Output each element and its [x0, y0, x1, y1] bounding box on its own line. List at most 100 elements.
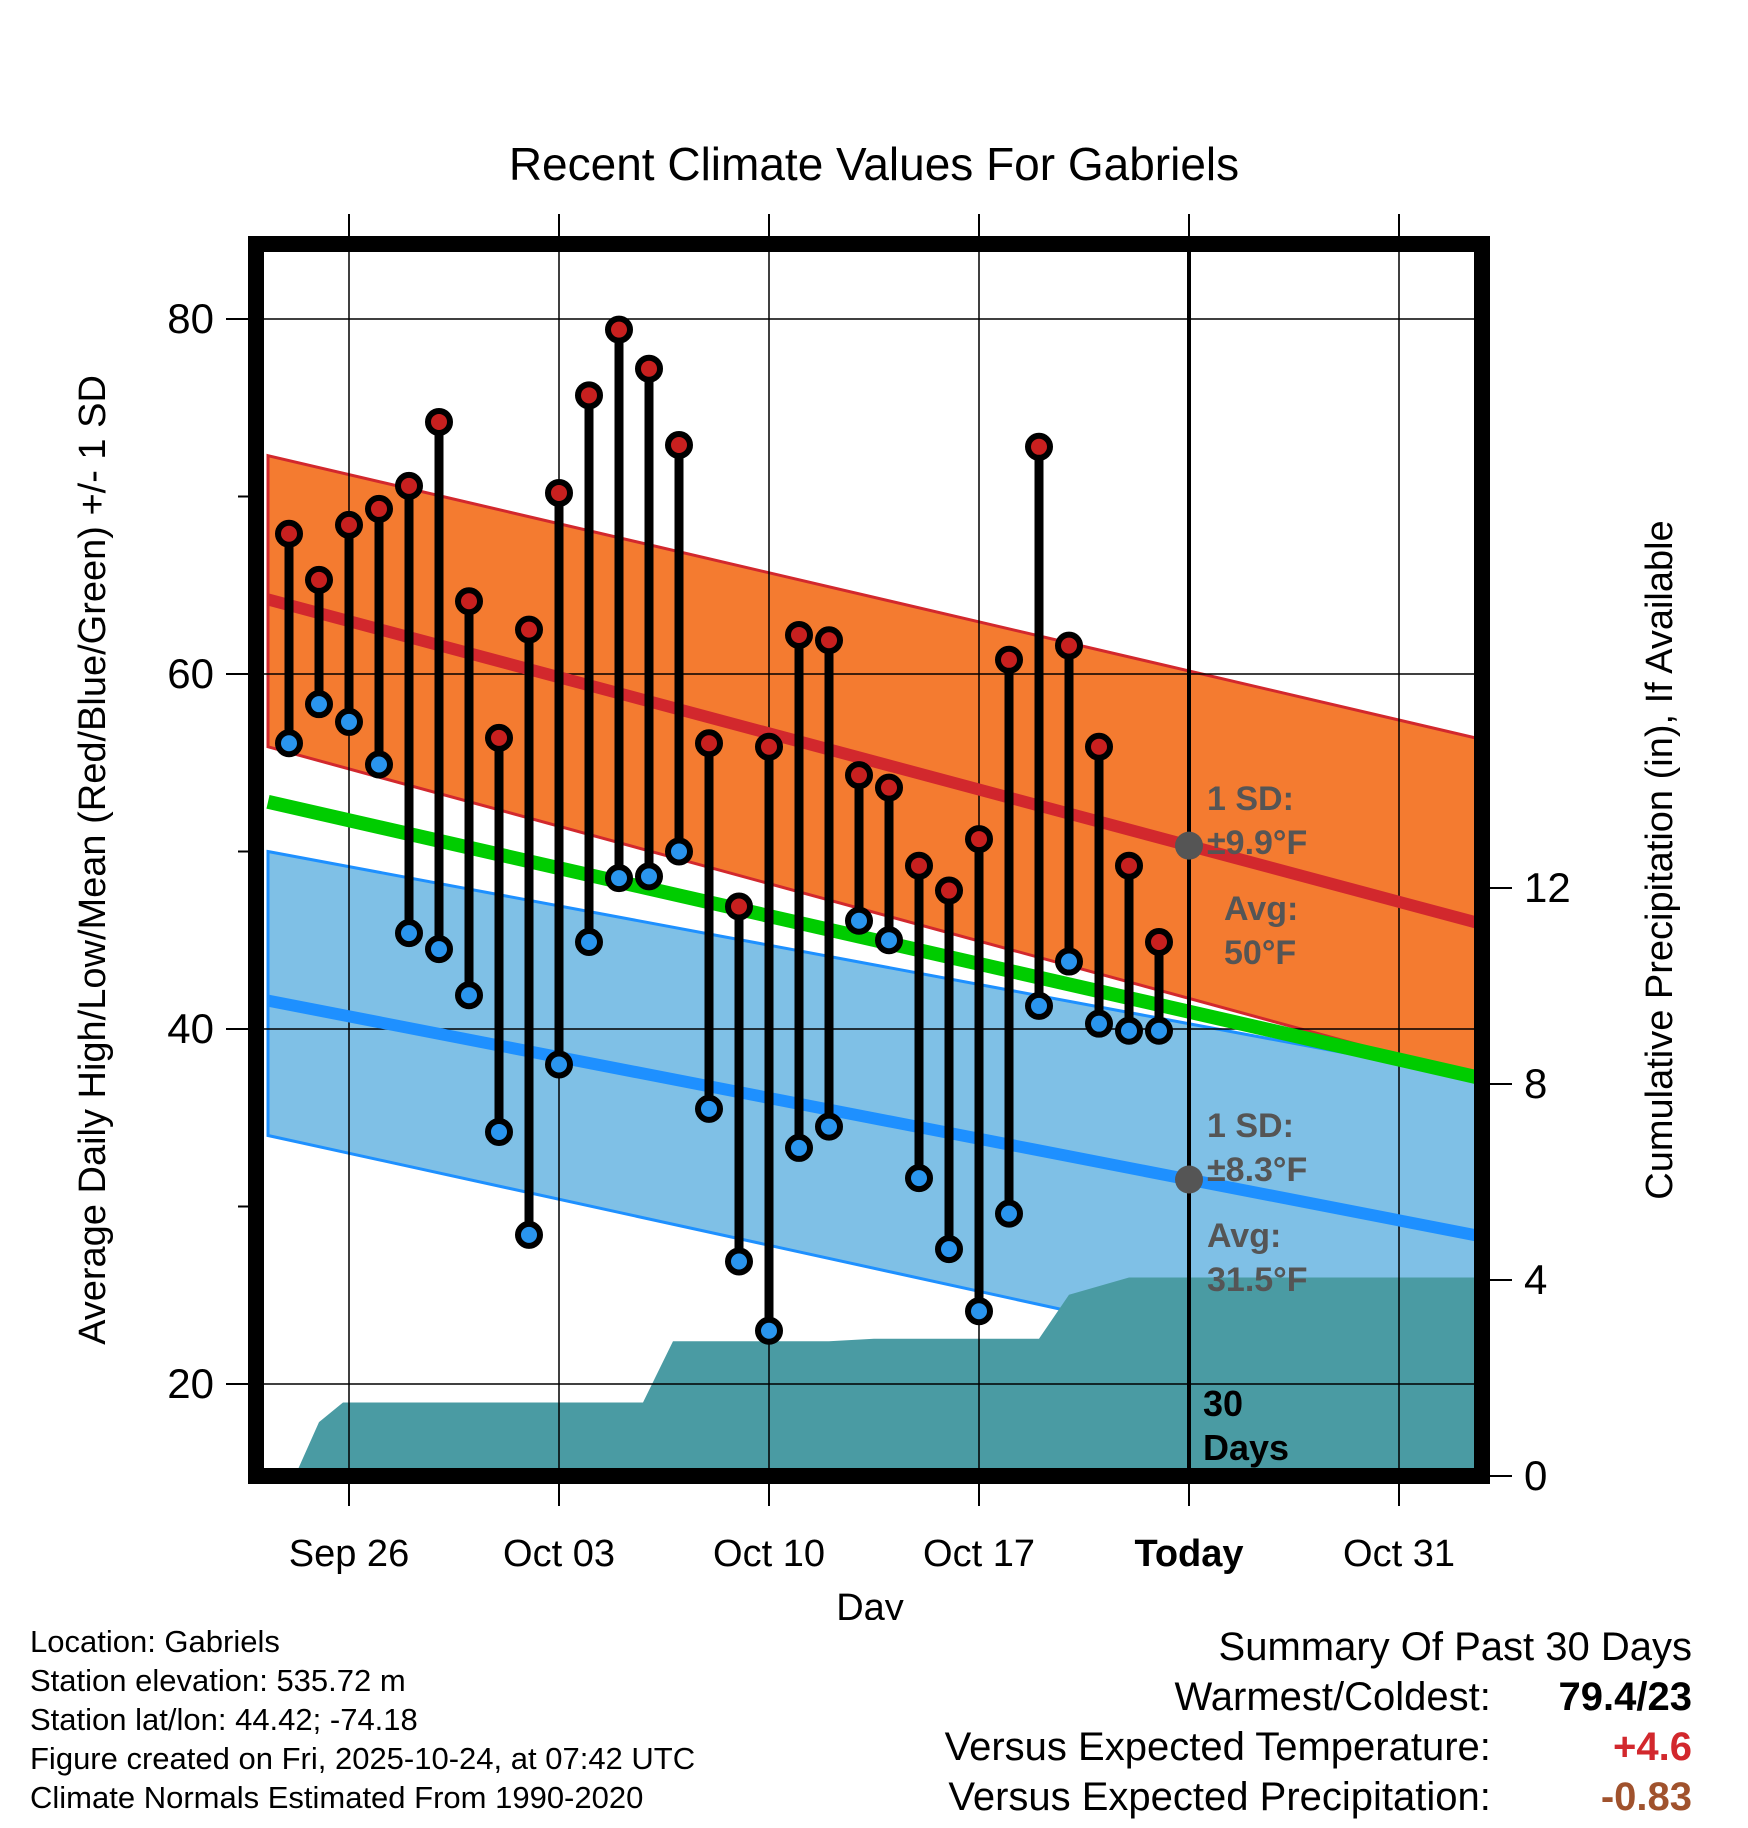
- high-sd-value: ±9.9°F: [1207, 824, 1307, 862]
- low-avg-value: 31.5°F: [1207, 1261, 1308, 1299]
- low-sd-value: ±8.3°F: [1207, 1151, 1307, 1189]
- daily-low-point: [635, 862, 663, 891]
- x-tick-label: Oct 10: [713, 1533, 825, 1575]
- daily-low-point: [1025, 991, 1053, 1020]
- daily-low-point: [395, 919, 423, 948]
- daily-high-point: [515, 615, 543, 644]
- station-info: Location: Gabriels Station elevation: 53…: [30, 1622, 695, 1817]
- daily-high-point: [1115, 851, 1143, 880]
- daily-low-point: [755, 1316, 783, 1345]
- x-tick-label: Today: [1134, 1533, 1243, 1575]
- x-tick-label: Oct 31: [1343, 1533, 1455, 1575]
- warmest-row: Warmest/Coldest: 79.4/23: [945, 1672, 1693, 1722]
- daily-high-point: [875, 773, 903, 802]
- daily-low-point: [1085, 1009, 1113, 1038]
- daily-low-point: [305, 690, 333, 719]
- plot-area: 1 SD: ±9.9°F Avg: 50°F 1 SD: ±8.3°F Avg: 31.5°F…: [256, 244, 1482, 1476]
- daily-low-point: [875, 926, 903, 955]
- daily-low-point: [515, 1220, 543, 1249]
- summary-panel: Summary Of Past 30 Days Warmest/Coldest:…: [945, 1622, 1692, 1822]
- temp-row: Versus Expected Temperature: +4.6: [945, 1722, 1692, 1772]
- daily-high-point: [395, 471, 423, 500]
- today-window-label: Days: [1203, 1427, 1289, 1468]
- y-tick-label: 40: [167, 1005, 214, 1052]
- daily-low-point: [965, 1297, 993, 1326]
- daily-high-point: [695, 729, 723, 758]
- daily-high-point: [755, 732, 783, 761]
- daily-high-point: [545, 478, 573, 507]
- daily-high-point: [335, 510, 363, 539]
- latlon-text: Station lat/lon: 44.42; -74.18: [30, 1702, 418, 1737]
- daily-high-point: [605, 315, 633, 344]
- daily-low-point: [785, 1133, 813, 1162]
- daily-high-point: [425, 407, 453, 436]
- daily-low-point: [845, 906, 873, 935]
- y2-tick-label: 12: [1524, 864, 1571, 911]
- normals-text: Climate Normals Estimated From 1990-2020: [30, 1780, 644, 1815]
- temp-label: Versus Expected Temperature:: [944, 1725, 1491, 1769]
- daily-low-point: [455, 981, 483, 1010]
- high-sd-label: 1 SD:: [1207, 780, 1294, 818]
- daily-high-point: [845, 761, 873, 790]
- high-avg-marker: [1175, 831, 1203, 860]
- y-axis-label: Average Daily High/Low/Mean (Red/Blue/Gr…: [72, 375, 114, 1345]
- daily-high-point: [575, 381, 603, 410]
- daily-low-point: [695, 1094, 723, 1123]
- daily-low-point: [1115, 1016, 1143, 1045]
- daily-low-point: [935, 1235, 963, 1264]
- daily-low-point: [815, 1112, 843, 1141]
- daily-low-point: [425, 935, 453, 964]
- daily-low-point: [485, 1117, 513, 1146]
- daily-low-point: [665, 837, 693, 866]
- plot-frame: [248, 236, 1490, 1484]
- precip-value: -0.83: [1600, 1775, 1692, 1819]
- temp-value: +4.6: [1613, 1725, 1692, 1769]
- low-avg-marker: [1175, 1165, 1203, 1194]
- daily-low-point: [725, 1247, 753, 1276]
- daily-low-point: [335, 707, 363, 736]
- x-tick-label: Sep 26: [289, 1533, 409, 1575]
- daily-high-point: [365, 494, 393, 523]
- daily-low-point: [365, 750, 393, 779]
- daily-low-point: [905, 1164, 933, 1193]
- y-tick-label: 20: [167, 1360, 214, 1407]
- daily-high-point: [1145, 928, 1173, 957]
- daily-high-point: [1085, 732, 1113, 761]
- daily-high-point: [995, 645, 1023, 674]
- daily-high-point: [725, 892, 753, 921]
- daily-low-point: [1055, 947, 1083, 976]
- daily-high-point: [485, 723, 513, 752]
- low-normal-line: [266, 994, 1482, 1243]
- daily-high-point: [815, 626, 843, 655]
- created-text: Figure created on Fri, 2025-10-24, at 07…: [30, 1741, 696, 1776]
- x-axis-label: Day: [836, 1587, 904, 1620]
- daily-low-point: [995, 1199, 1023, 1228]
- low-avg-label: Avg:: [1207, 1217, 1281, 1255]
- daily-high-point: [1055, 631, 1083, 660]
- daily-high-point: [965, 825, 993, 854]
- today-window-label: 30: [1203, 1383, 1243, 1424]
- precip-label: Versus Expected Precipitation:: [948, 1775, 1491, 1819]
- elevation-text: Station elevation: 535.72 m: [30, 1663, 406, 1698]
- daily-high-point: [635, 354, 663, 383]
- daily-low-point: [575, 928, 603, 957]
- daily-high-point: [305, 565, 333, 594]
- y-tick-label: 80: [167, 295, 214, 342]
- daily-low-point: [1145, 1016, 1173, 1045]
- warmest-value: 79.4/23: [1558, 1675, 1692, 1719]
- y-tick-label: 60: [167, 650, 214, 697]
- daily-high-point: [1025, 432, 1053, 461]
- daily-high-point: [275, 519, 303, 548]
- y2-tick-label: 0: [1524, 1452, 1547, 1499]
- daily-high-point: [665, 431, 693, 460]
- high-avg-value: 50°F: [1224, 934, 1296, 972]
- low-sd-band: [266, 849, 1482, 1404]
- daily-high-point: [785, 620, 813, 649]
- y2-axis-label: Cumulative Precipitation (in), If Availa…: [1639, 520, 1681, 1199]
- x-tick-label: Oct 17: [923, 1533, 1035, 1575]
- low-sd-label: 1 SD:: [1207, 1107, 1294, 1145]
- high-avg-label: Avg:: [1224, 890, 1298, 928]
- summary-title: Summary Of Past 30 Days: [1218, 1625, 1692, 1669]
- precip-row: Versus Expected Precipitation: -0.83: [945, 1772, 1692, 1822]
- chart-title: Recent Climate Values For Gabriels: [509, 138, 1239, 190]
